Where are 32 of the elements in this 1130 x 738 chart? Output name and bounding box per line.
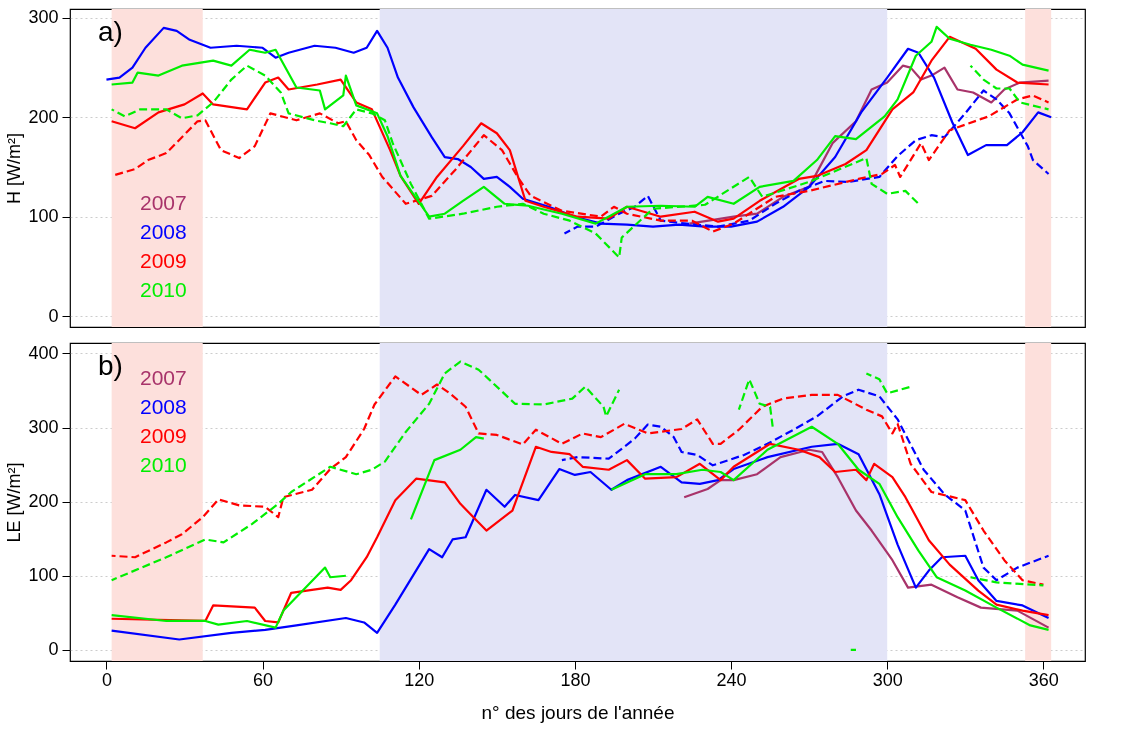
text: 2007 <box>140 366 187 390</box>
y-axis-title: LE [W/m²] <box>4 462 25 543</box>
x-tick-label: 300 <box>872 669 903 690</box>
y-tick-label: 100 <box>28 206 59 227</box>
x-tick-label: 180 <box>560 669 591 690</box>
y-tick-label: 100 <box>28 565 59 586</box>
text: 2009 <box>140 249 187 273</box>
line-series <box>683 448 1050 629</box>
y-tick-label: 400 <box>28 342 59 363</box>
y-tick-label: 300 <box>28 417 59 437</box>
y-tick-label: 200 <box>28 491 59 512</box>
y-tick-label: 0 <box>48 305 59 326</box>
y-tick-label: 300 <box>28 7 59 28</box>
y-tick-label: 200 <box>28 106 59 127</box>
text: 2007 <box>140 191 187 215</box>
chart-title: b) <box>98 350 123 381</box>
y-tick-label: 0 <box>48 639 59 660</box>
x-tick-label: 60 <box>253 669 274 690</box>
text: 2010 <box>140 278 187 302</box>
text: 2009 <box>140 424 187 448</box>
y-axis-title: H [W/m²] <box>4 133 25 204</box>
line-series <box>688 64 1050 225</box>
chart-title: a) <box>98 16 123 47</box>
x-tick-label: 120 <box>404 669 435 690</box>
text: 2008 <box>140 395 187 419</box>
x-axis-title: n° des jours de l'année <box>481 701 675 723</box>
text: 2010 <box>140 453 187 477</box>
line-series <box>560 388 1050 582</box>
x-tick-label: 0 <box>101 669 112 690</box>
x-tick-label: 360 <box>1028 669 1059 690</box>
text: 2008 <box>140 220 187 244</box>
x-tick-label: 240 <box>716 669 747 690</box>
